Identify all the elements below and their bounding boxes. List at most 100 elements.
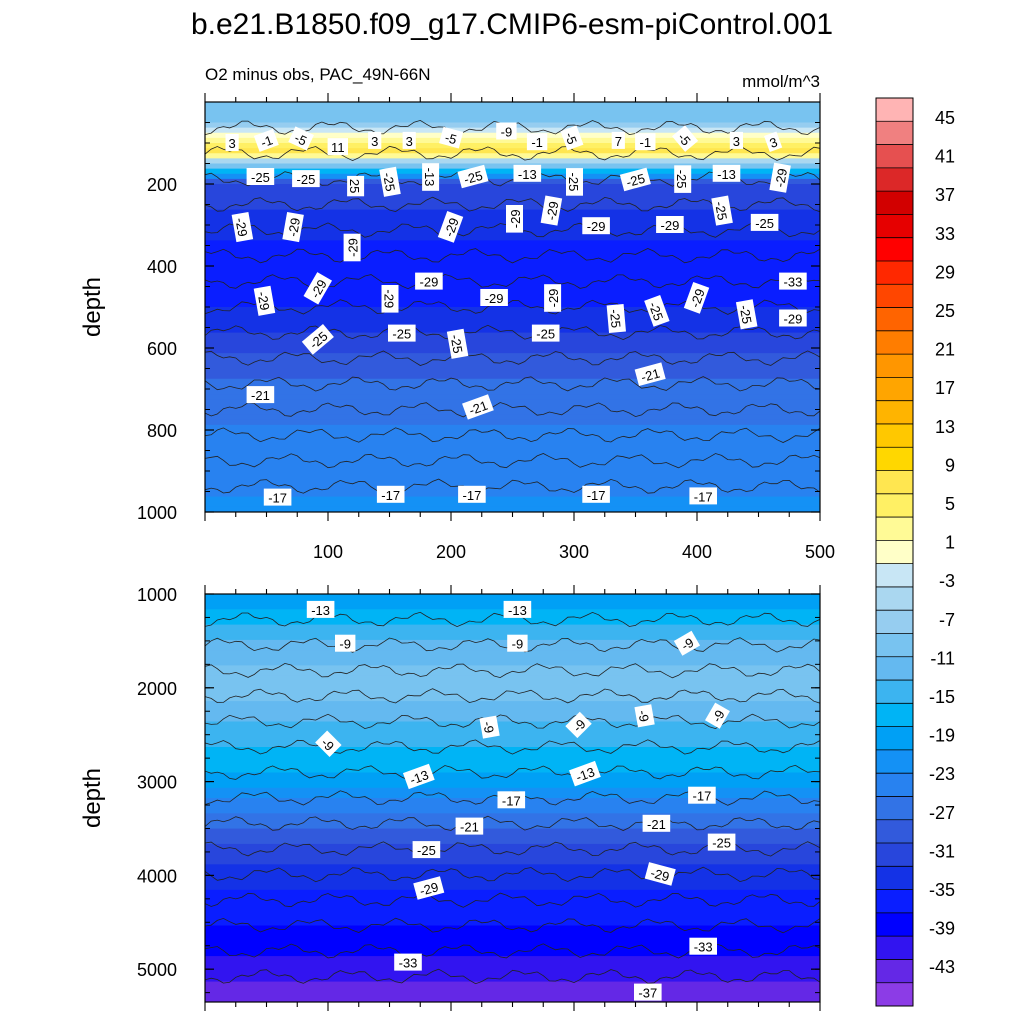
contour-band xyxy=(205,245,820,252)
contour-label-box xyxy=(246,168,275,185)
contour-label: -25 xyxy=(750,213,779,231)
contour-label: -5 xyxy=(672,125,699,152)
contour-band xyxy=(205,271,820,278)
contour-band xyxy=(205,660,820,667)
contour-label: -29 xyxy=(381,284,399,313)
contour-band xyxy=(205,741,820,748)
contour-line xyxy=(205,688,820,704)
contour-label-box xyxy=(672,125,699,152)
contour-label-text: -25 xyxy=(392,327,411,342)
contour-label-text: -25 xyxy=(462,168,484,187)
contour-band xyxy=(205,680,820,687)
colorbar-swatch xyxy=(876,680,913,704)
contour-band xyxy=(205,342,820,349)
colorbar-swatch xyxy=(876,517,913,541)
contour-label-text: -29 xyxy=(546,289,561,308)
contour-band xyxy=(205,194,820,201)
colorbar-swatch xyxy=(876,377,913,402)
colorbar-label: 17 xyxy=(935,378,955,398)
contour-band xyxy=(205,971,820,978)
colorbar-swatch xyxy=(876,470,913,495)
y-tick-label: 800 xyxy=(147,421,177,441)
contour-band xyxy=(205,731,820,738)
contour-label-box xyxy=(634,362,666,386)
contour-label: -25 xyxy=(711,195,733,226)
contour-band xyxy=(205,675,820,682)
contour-label-box xyxy=(376,485,405,503)
contour-band xyxy=(205,158,820,165)
contour-band xyxy=(205,670,820,677)
contour-label-text: -17 xyxy=(694,489,713,504)
contour-label: -21 xyxy=(246,386,275,404)
y-axis-label: depth xyxy=(79,768,106,828)
contour-label-box xyxy=(644,862,676,886)
contour-band xyxy=(205,430,820,436)
contour-label-text: -1 xyxy=(259,132,275,150)
colorbar-swatch xyxy=(876,540,913,565)
contour-line xyxy=(205,943,820,959)
contour-label-text: -25 xyxy=(448,333,466,354)
contour-label-box xyxy=(711,195,733,226)
contour-label: -13 xyxy=(712,164,741,182)
contour-label: -29 xyxy=(415,272,443,290)
contour-line xyxy=(205,815,820,831)
contour-label-text: -25 xyxy=(536,327,555,342)
contour-label-text: -17 xyxy=(502,793,521,808)
contour-band xyxy=(205,358,820,365)
contour-label: -29 xyxy=(413,876,445,900)
contour-line xyxy=(205,145,820,162)
contour-label-box xyxy=(582,217,610,235)
contour-label: -25 xyxy=(246,168,275,185)
contour-line xyxy=(205,350,820,366)
colorbar-label: -15 xyxy=(929,687,955,707)
contour-label: -33 xyxy=(779,272,807,290)
contour-band xyxy=(205,752,820,758)
contour-band xyxy=(205,869,820,876)
colorbar-swatch xyxy=(876,703,913,728)
contour-band xyxy=(205,910,820,917)
contour-line xyxy=(205,299,820,315)
subtitle-left: O2 minus obs, PAC_49N-66N xyxy=(205,65,431,84)
contour-band xyxy=(205,486,820,493)
contour-band xyxy=(205,701,820,707)
contour-label-box xyxy=(455,817,484,835)
contour-band xyxy=(205,843,820,850)
contour-band xyxy=(205,859,820,866)
contour-band xyxy=(205,777,820,784)
contour-label-box xyxy=(288,126,314,151)
y-tick-label: 400 xyxy=(147,257,177,277)
contour-label-text: -1 xyxy=(531,135,543,150)
contour-label-box xyxy=(458,485,486,503)
contour-band xyxy=(205,762,820,769)
contour-label-text: -9 xyxy=(635,709,652,723)
contour-band xyxy=(205,414,820,421)
colorbar-swatch xyxy=(876,563,913,588)
colorbar-swatch xyxy=(876,284,913,309)
colorbar-swatch xyxy=(876,936,913,960)
contour-band xyxy=(205,281,820,288)
colorbar-swatch xyxy=(876,447,913,472)
contour-label-box xyxy=(368,131,382,149)
contour-band xyxy=(205,721,820,728)
contour-line xyxy=(205,968,820,985)
contour-band xyxy=(205,966,820,973)
contour-band xyxy=(205,716,820,723)
contour-line xyxy=(205,273,820,290)
contour-band xyxy=(205,930,820,937)
contour-label: -29 xyxy=(683,281,710,314)
contour-label-box xyxy=(642,814,671,832)
contour-label-text: -13 xyxy=(518,167,537,182)
contour-band xyxy=(205,394,820,401)
contour-label-box xyxy=(705,702,730,729)
contour-label: 25 xyxy=(347,175,365,197)
contour-label: -25 xyxy=(619,167,651,192)
contour-label-box xyxy=(634,983,662,1001)
y-axis-label: depth xyxy=(79,277,106,337)
contour-band xyxy=(205,163,820,170)
contour-band xyxy=(205,337,820,344)
contour-label-box xyxy=(225,134,239,151)
contour-label: -13 xyxy=(306,600,335,618)
contour-band xyxy=(205,312,820,319)
x-tick-label: 500 xyxy=(805,542,835,562)
contour-label-text: -25 xyxy=(625,171,647,190)
